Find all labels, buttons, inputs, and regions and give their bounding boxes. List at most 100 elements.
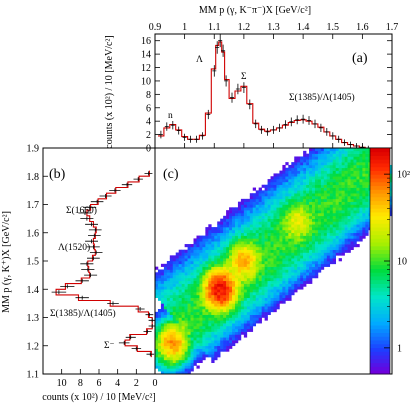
heatmap-cell (249, 266, 254, 270)
heatmap-cell (300, 179, 304, 183)
heatmap-cell (237, 317, 242, 321)
heatmap-cell (234, 311, 239, 315)
heatmap-cell (365, 167, 369, 171)
heatmap-cell (208, 340, 212, 344)
heatmap-cell (270, 252, 274, 256)
heatmap-cell (237, 300, 242, 304)
heatmap-cell (350, 201, 354, 205)
heatmap-cell (243, 255, 248, 259)
heatmap-cell (249, 303, 254, 307)
panel-c-heatmap-cells (155, 148, 393, 375)
colorbar-step (370, 355, 390, 360)
heatmap-cell (160, 348, 165, 352)
heatmap-cell (273, 193, 277, 197)
heatmap-cell (237, 207, 242, 211)
heatmap-cell (187, 337, 191, 341)
heatmap-cell (199, 354, 203, 358)
heatmap-cell (335, 235, 339, 239)
heatmap-cell (196, 340, 200, 344)
heatmap-cell (350, 212, 354, 217)
heatmap-cell (320, 187, 325, 191)
heatmap-cell (202, 277, 206, 282)
heatmap-cell (300, 263, 304, 267)
heatmap-cell (276, 179, 280, 183)
heatmap-cell (300, 232, 304, 236)
heatmap-cell (276, 221, 280, 225)
heatmap-cell (264, 187, 268, 191)
heatmap-cell (169, 368, 174, 372)
heatmap-cell (163, 292, 168, 296)
heatmap-cell (199, 359, 203, 363)
heatmap-cell (175, 272, 179, 276)
heatmap-cell (205, 244, 209, 248)
heatmap-cell (291, 229, 295, 234)
colorbar-tick-label: 10² (397, 170, 410, 181)
heatmap-cell (172, 317, 177, 321)
heatmap-cell (184, 258, 188, 262)
heatmap-cell (267, 297, 271, 301)
heatmap-cell (291, 204, 295, 208)
heatmap-cell (365, 215, 369, 219)
heatmap-cell (261, 190, 265, 194)
heatmap-cell (291, 283, 295, 287)
heatmap-cell (279, 187, 283, 191)
heatmap-cell (202, 323, 206, 327)
heatmap-cell (285, 238, 289, 242)
heatmap-cell (314, 162, 319, 166)
heatmap-cell (232, 210, 236, 214)
heatmap-cell (199, 272, 203, 276)
heatmap-cell (347, 167, 351, 171)
heatmap-cell (332, 261, 337, 265)
heatmap-cell (190, 323, 194, 327)
heatmap-cell (258, 196, 262, 200)
heatmap-cell (172, 258, 177, 262)
heatmap-cell (276, 269, 280, 273)
heatmap-cell (306, 249, 310, 253)
heatmap-cell (291, 176, 295, 180)
heatmap-cell (309, 212, 313, 217)
heatmap-cell (172, 275, 177, 279)
heatmap-cell (246, 241, 251, 245)
heatmap-cell (326, 150, 331, 154)
heatmap-cell (252, 207, 257, 211)
heatmap-cell (175, 368, 179, 372)
heatmap-cell (208, 354, 212, 358)
heatmap-cell (211, 294, 215, 299)
heatmap-cell (365, 193, 369, 197)
heatmap-cell (341, 204, 345, 208)
heatmap-cell (202, 303, 206, 307)
heatmap-cell (155, 266, 159, 270)
heatmap-cell (211, 283, 215, 287)
heatmap-cell (243, 246, 248, 250)
heatmap-cell (217, 252, 221, 256)
heatmap-cell (291, 277, 295, 282)
heatmap-cell (220, 246, 224, 250)
heatmap-cell (258, 238, 262, 242)
heatmap-cell (234, 212, 239, 217)
heatmap-cell (314, 181, 319, 186)
heatmap-cell (332, 227, 337, 231)
heatmap-cell (273, 249, 277, 253)
heatmap-cell (270, 244, 274, 248)
heatmap-cell (255, 269, 259, 273)
heatmap-cell (261, 193, 265, 197)
heatmap-cell (261, 283, 265, 287)
heatmap-cell (172, 309, 177, 313)
heatmap-cell (329, 170, 334, 174)
heatmap-cell (309, 272, 313, 276)
heatmap-cell (202, 289, 206, 293)
heatmap-cell (294, 280, 298, 284)
heatmap-cell (217, 317, 221, 321)
heatmap-cell (326, 221, 331, 225)
heatmap-cell (232, 212, 236, 217)
heatmap-cell (270, 218, 274, 222)
heatmap-cell (362, 162, 366, 166)
heatmap-cell (160, 334, 165, 338)
heatmap-cell (178, 275, 182, 279)
heatmap-cell (246, 263, 251, 267)
heatmap-cell (184, 294, 188, 299)
heatmap-cell (276, 275, 280, 279)
heatmap-cell (303, 162, 307, 166)
heatmap-cell (205, 229, 209, 234)
heatmap-cell (317, 153, 322, 157)
